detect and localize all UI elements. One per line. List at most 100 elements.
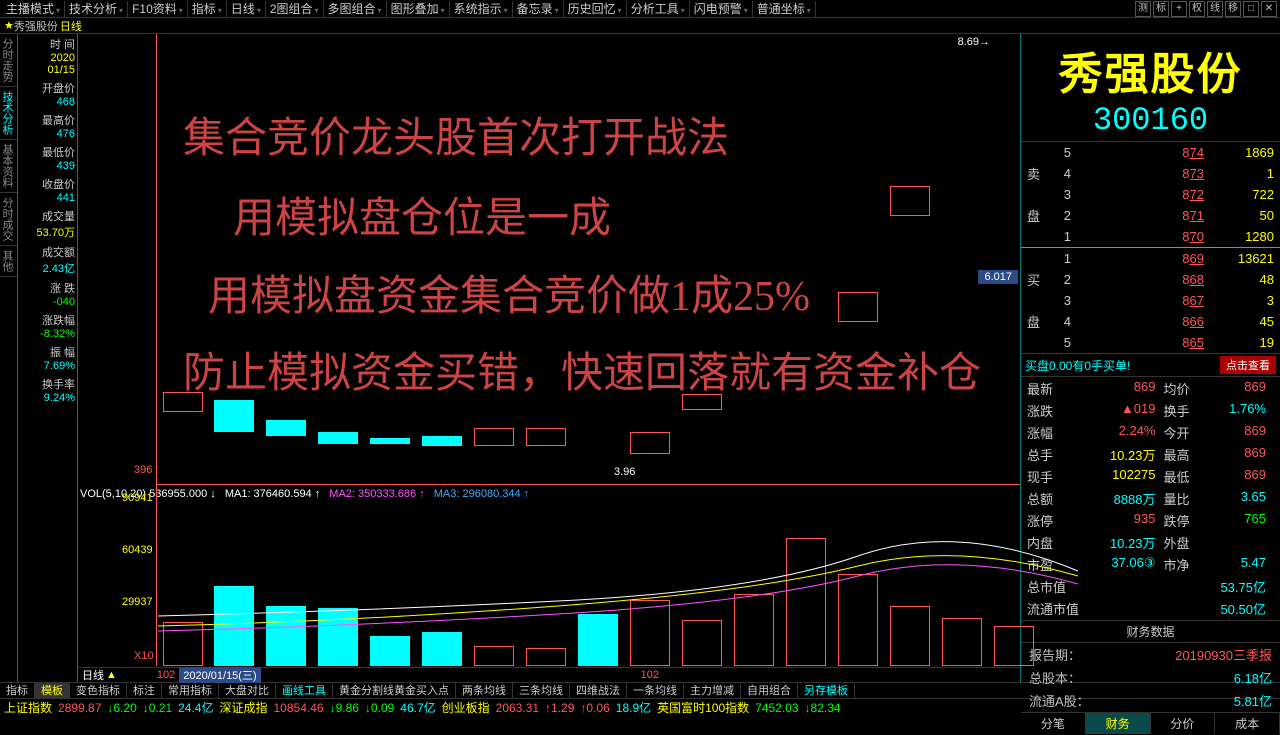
ticker-item: 2063.31 [496,701,539,715]
menu-item[interactable]: 分析工具 [627,1,690,17]
menu-item[interactable]: 2图组合 [266,1,324,17]
lp-row: 振 幅7.69% [18,342,77,374]
ask-row[interactable]: 3872722 [1021,184,1280,205]
toolbar-item[interactable]: 画线工具 [276,683,333,699]
toolbar-item[interactable]: 变色指标 [70,683,127,699]
menu-item[interactable]: 普通坐标 [753,1,816,17]
menu-icon[interactable]: 线 [1207,1,1223,17]
title-row: ★ 秀强股份 日线 [0,18,1280,34]
lp-row: 换手率9.24% [18,374,77,406]
toolbar-item[interactable]: 指标 [0,683,35,699]
lp-row: 涨跌幅-8.32% [18,310,77,342]
axis-label: 90941 [122,492,153,504]
vtab[interactable]: 其他 [0,246,17,277]
ticker-item: 英国富时100指数 [657,699,749,716]
lp-row: 涨 跌-040 [18,278,77,310]
bid-row[interactable]: 盘486645 [1021,311,1280,332]
lp-row: 最高价476 [18,110,77,142]
candle [474,428,514,446]
axis-label: X10 [134,650,154,662]
chart-area[interactable]: VOL(5,10,20) 536955.000 ↓ MA1: 376460.59… [78,34,1020,682]
toolbar-item[interactable]: 大盘对比 [219,683,276,699]
annotation-text: 用模拟盘仓位是一成 [233,184,611,245]
star-icon: ★ [4,19,14,32]
bid-row[interactable]: 买286848 [1021,269,1280,290]
ticker-item: ↓6.20 [107,701,136,715]
ask-row[interactable]: 卖48731 [1021,163,1280,184]
bid-row[interactable]: 186913621 [1021,248,1280,269]
right-tab[interactable]: 财务 [1086,713,1151,734]
candle [890,186,930,216]
order-book: 58741869卖487313872722盘287150187012801869… [1021,141,1280,353]
menu-icon[interactable]: 测 [1135,1,1151,17]
candle [682,394,722,410]
candle [163,392,203,412]
vtab[interactable]: 分时成交 [0,193,17,246]
left-vtabs: 分时走势技术分析基本资料分时成交其他 [0,34,18,682]
ticker-item: ↓0.21 [143,701,172,715]
date-row: 日线 ▲ 102 2020/01/15(三) 102 [78,667,1020,682]
status-btn[interactable]: 点击查看 [1220,356,1276,374]
menu-icon[interactable]: + [1171,1,1187,17]
ticker-item: 10854.46 [274,701,324,715]
status-row: 买盘0.00有0手买单! 点击查看 [1021,353,1280,377]
ask-row[interactable]: 18701280 [1021,226,1280,247]
ticker-item: 18.9亿 [616,699,651,716]
toolbar-item[interactable]: 自用组合 [741,683,798,699]
annotation-text: 用模拟盘资金集合竞价做1成25% [208,262,810,323]
vtab[interactable]: 基本资料 [0,140,17,193]
menu-item[interactable]: 历史回忆 [564,1,627,17]
lp-row: 最低价439 [18,142,77,174]
lp-row: 成交额2.43亿 [18,242,77,278]
bid-row[interactable]: 586519 [1021,332,1280,353]
menu-icon[interactable]: 标 [1153,1,1169,17]
ticker-item: 7452.03 [755,701,798,715]
ask-row[interactable]: 58741869 [1021,142,1280,163]
axis-label: 3.96 [614,466,635,478]
ask-row[interactable]: 盘287150 [1021,205,1280,226]
right-tab[interactable]: 成本 [1215,713,1280,734]
stock-code: 300160 [1021,102,1280,141]
right-tab[interactable]: 分价 [1151,713,1216,734]
menu-item[interactable]: 主播模式 [2,1,65,17]
menu-item[interactable]: 指标 [188,1,227,17]
menu-icon[interactable]: ✕ [1261,1,1277,17]
toolbar-item[interactable]: 另存模板 [798,683,855,699]
axis-label: 396 [134,464,152,476]
ticker-item: 46.7亿 [400,699,435,716]
toolbar-item[interactable]: 一条均线 [627,683,684,699]
fin-row: 流通A股：5.81亿 [1021,689,1280,712]
menu-item[interactable]: 日线 [227,1,266,17]
toolbar-item[interactable]: 两条均线 [456,683,513,699]
ticker-item: ↓9.86 [330,701,359,715]
toolbar-item[interactable]: 模板 [35,683,70,699]
toolbar-item[interactable]: 三条均线 [513,683,570,699]
menu-item[interactable]: 备忘录 [513,1,564,17]
lp-row: 开盘价468 [18,78,77,110]
axis-label: 29937 [122,596,153,608]
lp-row: 成交量53.70万 [18,206,77,242]
toolbar-item[interactable]: 黄金分割线黄金买入点 [333,683,456,699]
ma-lines [158,496,1098,666]
axis-label: 60439 [122,544,153,556]
ticker-item: 深证成指 [219,699,267,716]
toolbar-item[interactable]: 标注 [127,683,162,699]
toolbar-item[interactable]: 四维战法 [570,683,627,699]
stock-title: 秀强股份 [14,18,58,34]
menu-item[interactable]: 图形叠加 [387,1,450,17]
menu-item[interactable]: 闪电预警 [690,1,753,17]
vtab[interactable]: 分时走势 [0,34,17,87]
toolbar-item[interactable]: 常用指标 [162,683,219,699]
bid-row[interactable]: 38673 [1021,290,1280,311]
menu-item[interactable]: 系统指示 [450,1,513,17]
menu-item[interactable]: 多图组合 [324,1,387,17]
menu-item[interactable]: F10资料 [128,1,188,17]
toolbar-item[interactable]: 主力增减 [684,683,741,699]
menu-icon[interactable]: □ [1243,1,1259,17]
right-tab[interactable]: 分笔 [1021,713,1086,734]
vtab[interactable]: 技术分析 [0,87,17,140]
menu-icon[interactable]: 权 [1189,1,1205,17]
menu-item[interactable]: 技术分析 [65,1,128,17]
ticker-item: 创业板指 [442,699,490,716]
menu-icon[interactable]: 移 [1225,1,1241,17]
